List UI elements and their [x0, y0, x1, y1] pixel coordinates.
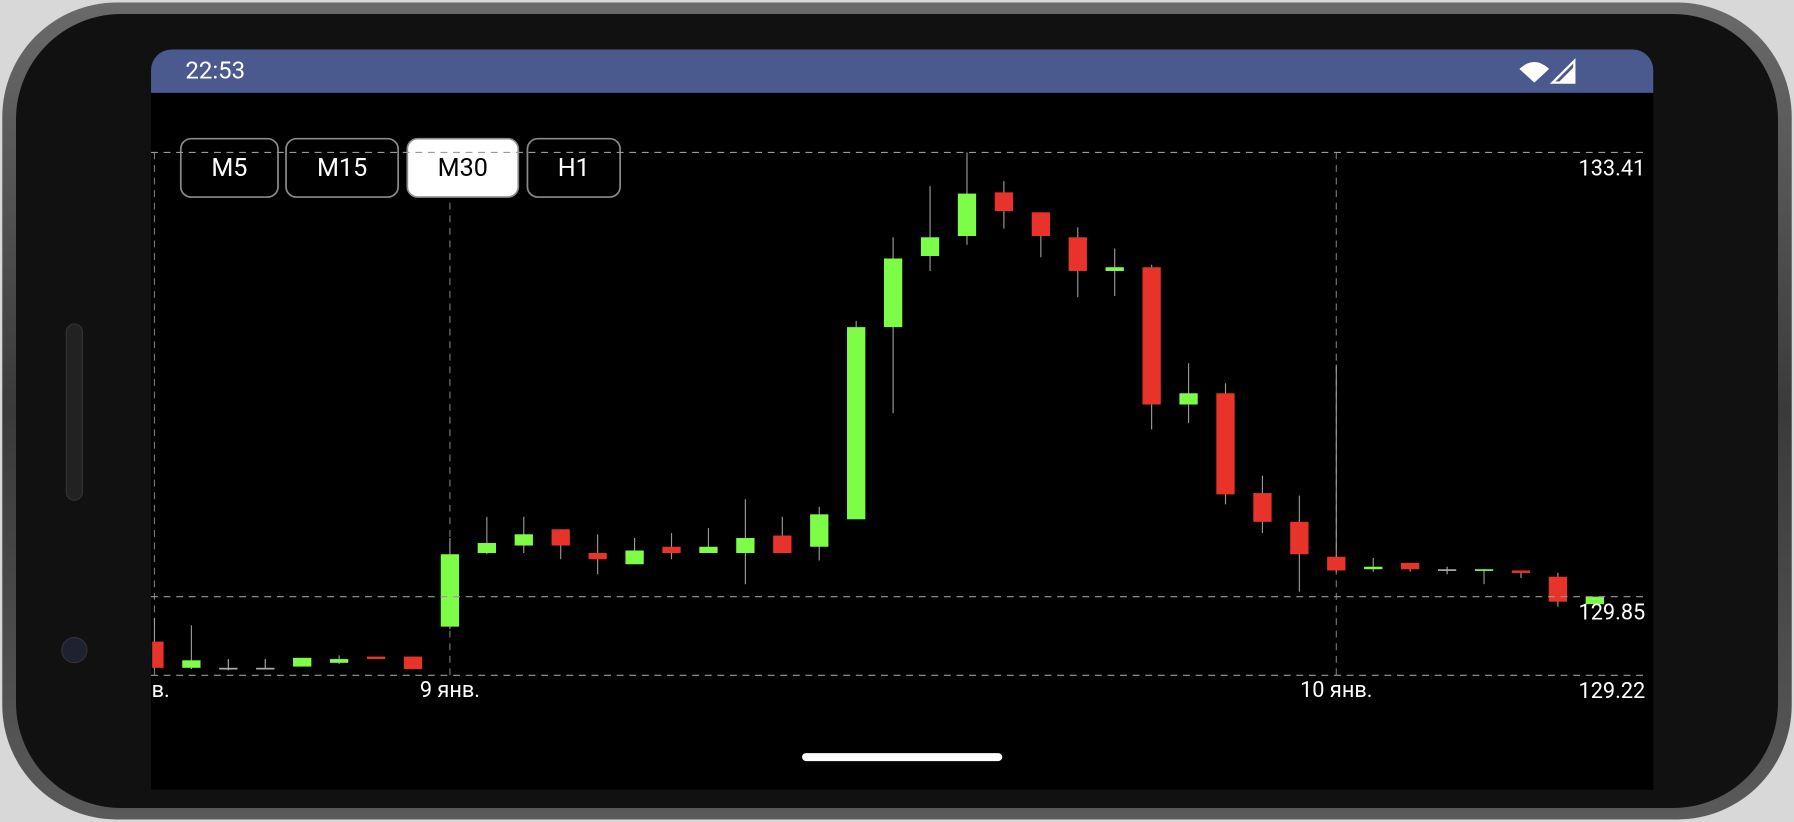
- status-bar: [151, 49, 1654, 93]
- candle-body: [1364, 566, 1383, 570]
- timeframe-button[interactable]: [285, 137, 400, 198]
- timeframe-button[interactable]: [179, 137, 279, 198]
- timeframe-label[interactable]: M30: [438, 154, 488, 183]
- status-time: 22:53: [185, 57, 245, 85]
- y-tick-label: 129.85: [1578, 601, 1645, 626]
- y-tick-label: 129.22: [1578, 679, 1645, 704]
- candle-body: [1031, 212, 1050, 237]
- candle-body: [957, 193, 977, 237]
- x-tick-label: 10 янв.: [1300, 678, 1372, 703]
- timeframe-label[interactable]: H1: [558, 154, 590, 183]
- candle-body: [588, 553, 607, 560]
- candle-body: [1253, 493, 1272, 522]
- candle-body: [366, 656, 386, 660]
- candle-body: [514, 534, 533, 546]
- candle-body: [736, 538, 755, 554]
- timeframe-button[interactable]: [526, 137, 621, 198]
- candle-body: [477, 543, 497, 554]
- camera: [61, 636, 88, 664]
- candle-body: [1216, 393, 1235, 495]
- candle-body: [551, 529, 570, 546]
- y-tick-label: 133.41: [1578, 156, 1645, 181]
- wifi-icon: [1519, 62, 1550, 83]
- screen: [151, 49, 1654, 790]
- candle-body: [847, 327, 866, 520]
- candle-body: [329, 659, 349, 663]
- candle-body: [152, 641, 164, 668]
- candle-body: [920, 237, 940, 257]
- candle-body: [1511, 570, 1531, 573]
- candle-body: [403, 656, 423, 670]
- candle-body: [1142, 267, 1161, 405]
- x-tick-label: нв.: [139, 678, 170, 703]
- candle-body: [699, 546, 718, 554]
- candle-body: [293, 657, 312, 667]
- timeframe-label[interactable]: M15: [317, 154, 367, 183]
- candle-body: [625, 550, 644, 565]
- candle-body: [1179, 393, 1198, 405]
- signal-fill: [1558, 66, 1575, 83]
- candle-body: [1401, 562, 1420, 570]
- candle-body: [1068, 237, 1087, 271]
- candle-body: [256, 667, 275, 670]
- candle-body: [994, 192, 1014, 212]
- candle-body: [883, 258, 903, 328]
- candle-body: [440, 554, 460, 627]
- timeframe-button[interactable]: [406, 137, 520, 198]
- candle-body: [1290, 521, 1309, 555]
- x-tick-label: 9 янв.: [420, 678, 480, 703]
- candle-body: [1327, 556, 1346, 571]
- timeframe-label[interactable]: M5: [211, 154, 247, 183]
- candle-body: [1437, 569, 1457, 571]
- candle-body: [1105, 267, 1124, 271]
- candle-body: [1585, 596, 1604, 605]
- home-indicator[interactable]: [802, 753, 1003, 762]
- candle-body: [773, 535, 792, 554]
- speaker: [65, 323, 83, 501]
- controls: M5 M15 M30 H1: [179, 137, 621, 198]
- candle-body: [1474, 569, 1494, 571]
- candle-body: [662, 546, 681, 554]
- candle-body: [182, 660, 201, 668]
- candle-body: [810, 514, 829, 547]
- candle-body: [219, 667, 238, 670]
- plot-area: [152, 152, 1604, 676]
- candle-body: [1548, 576, 1568, 602]
